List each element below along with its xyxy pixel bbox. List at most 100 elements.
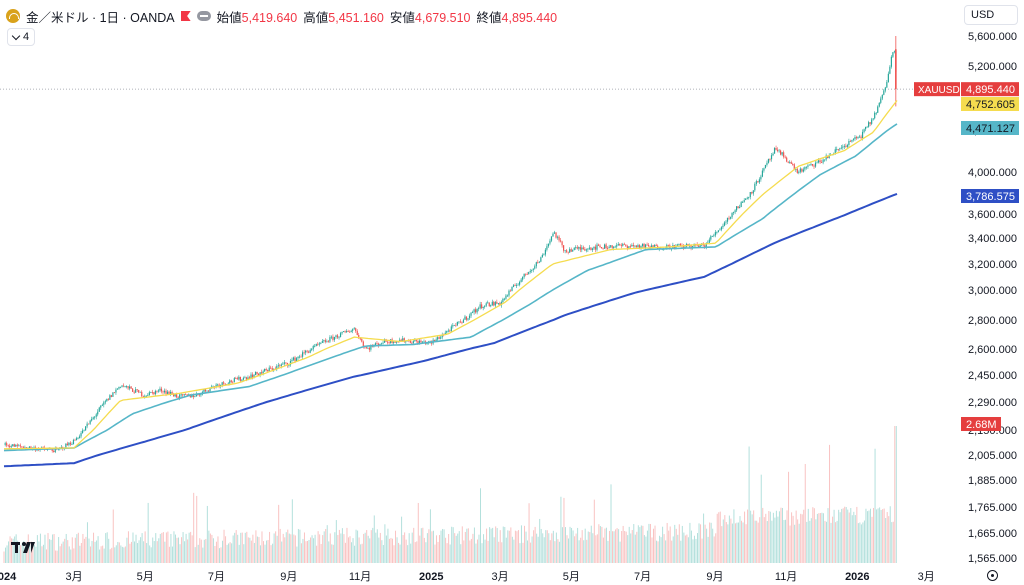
volume-bar — [545, 530, 547, 563]
volume-bar — [153, 541, 155, 563]
volume-bar — [129, 543, 131, 563]
volume-bar — [97, 536, 99, 563]
volume-bar — [56, 550, 58, 563]
candle-body — [776, 149, 779, 151]
y-tick-label: 1,765.000 — [968, 502, 1017, 514]
candle-body — [139, 391, 141, 393]
candle-body — [582, 247, 584, 249]
symbol-title[interactable]: 金／米ドル · 1日 · OANDA — [26, 10, 175, 25]
volume-bar — [745, 524, 747, 563]
volume-bar — [246, 531, 248, 563]
candle-body — [476, 308, 478, 313]
volume-bar — [510, 527, 512, 563]
candle-body — [828, 155, 830, 158]
candle-body — [77, 437, 79, 439]
candle-body — [409, 340, 411, 343]
volume-bar — [282, 533, 284, 563]
volume-bar — [571, 527, 573, 563]
candle-body — [288, 365, 290, 366]
candle-body — [676, 244, 679, 246]
volume-bar — [150, 547, 152, 563]
currency-selector[interactable]: USD — [964, 5, 1018, 25]
visibility-icon[interactable] — [196, 11, 211, 21]
volume-bar — [419, 535, 421, 563]
volume-bar — [270, 545, 272, 563]
candle-body — [185, 394, 187, 396]
candle-body — [734, 210, 736, 213]
volume-bar — [533, 530, 535, 563]
candle-body — [449, 330, 451, 332]
flag-icon[interactable] — [180, 11, 191, 21]
candle-body — [78, 436, 81, 438]
candle-body — [358, 334, 360, 339]
volume-bar — [176, 537, 178, 563]
candle-body — [400, 339, 402, 342]
candle-body — [21, 446, 23, 448]
candle-body — [362, 341, 364, 347]
volume-bar — [261, 531, 263, 563]
candle-body — [625, 244, 627, 247]
volume-bar — [372, 527, 374, 563]
candle-body — [110, 395, 112, 397]
volume-bar — [293, 534, 295, 563]
volume-bar — [316, 545, 318, 563]
candle-body — [742, 202, 744, 203]
candle-body — [112, 392, 114, 397]
candle-body — [295, 358, 298, 362]
candle-body — [740, 202, 742, 208]
volume-bar — [77, 532, 79, 563]
volume-bar — [35, 546, 37, 563]
volume-bar — [786, 510, 788, 563]
candle-body — [212, 386, 214, 388]
volume-bar — [807, 508, 809, 563]
volume-bar — [733, 509, 735, 563]
candle-body — [236, 378, 238, 380]
candle-body — [377, 343, 380, 346]
volume-bar — [725, 522, 727, 563]
volume-bar — [384, 524, 386, 563]
volume-bar — [385, 535, 387, 563]
volume-bar — [182, 532, 184, 563]
volume-bar — [495, 526, 497, 563]
tradingview-logo — [11, 542, 35, 553]
volume-bar — [586, 539, 588, 563]
candle-body — [667, 244, 669, 246]
candle-body — [851, 139, 853, 142]
volume-bar — [94, 541, 96, 563]
volume-bar — [587, 531, 589, 563]
candle-body — [306, 350, 308, 352]
last-close-tag-bg — [961, 82, 1019, 97]
candle-body — [156, 390, 158, 392]
volume-bar — [604, 528, 606, 563]
candle-body — [163, 390, 166, 393]
candle-body — [614, 246, 616, 248]
currency-label: USD — [971, 9, 995, 21]
volume-bar — [451, 526, 453, 563]
volume-bar — [132, 532, 134, 563]
settings-icon[interactable] — [987, 570, 998, 581]
volume-bar — [417, 502, 419, 563]
candle-body — [857, 136, 859, 139]
candle-body — [787, 161, 789, 163]
candle-body — [30, 446, 32, 449]
volume-bar — [637, 525, 639, 563]
volume-bar — [741, 520, 743, 563]
candle-body — [248, 377, 251, 379]
volume-bar — [555, 532, 557, 563]
volume-bar — [716, 513, 718, 563]
volume-bar — [502, 526, 504, 563]
volume-bar — [681, 525, 683, 563]
indicators-toggle-button[interactable]: 4 — [7, 28, 36, 46]
volume-bar — [675, 528, 677, 563]
candle-body — [886, 82, 888, 88]
candle-body — [74, 439, 76, 441]
volume-bar — [467, 528, 469, 563]
ma-long-line — [3, 192, 898, 468]
volume-bar — [416, 541, 418, 563]
candle-body — [191, 395, 193, 398]
volume-bar — [364, 532, 366, 563]
volume-bar — [574, 536, 576, 563]
volume-bar — [701, 538, 703, 563]
volume-bar — [501, 542, 503, 563]
